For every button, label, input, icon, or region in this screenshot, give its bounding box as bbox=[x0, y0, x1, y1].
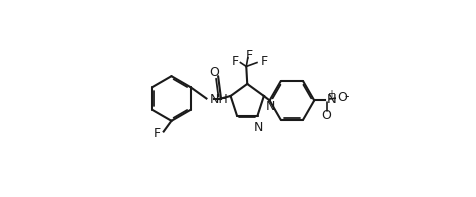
Text: N: N bbox=[265, 100, 275, 113]
Text: N: N bbox=[326, 93, 336, 106]
Text: O: O bbox=[209, 66, 219, 79]
Text: F: F bbox=[231, 55, 238, 68]
Text: F: F bbox=[153, 127, 160, 140]
Text: +: + bbox=[326, 89, 334, 99]
Text: -: - bbox=[343, 90, 348, 103]
Text: NH: NH bbox=[209, 93, 228, 106]
Text: F: F bbox=[260, 55, 268, 68]
Text: F: F bbox=[245, 49, 252, 62]
Text: O: O bbox=[337, 91, 347, 104]
Text: N: N bbox=[253, 121, 263, 134]
Text: O: O bbox=[320, 109, 330, 122]
